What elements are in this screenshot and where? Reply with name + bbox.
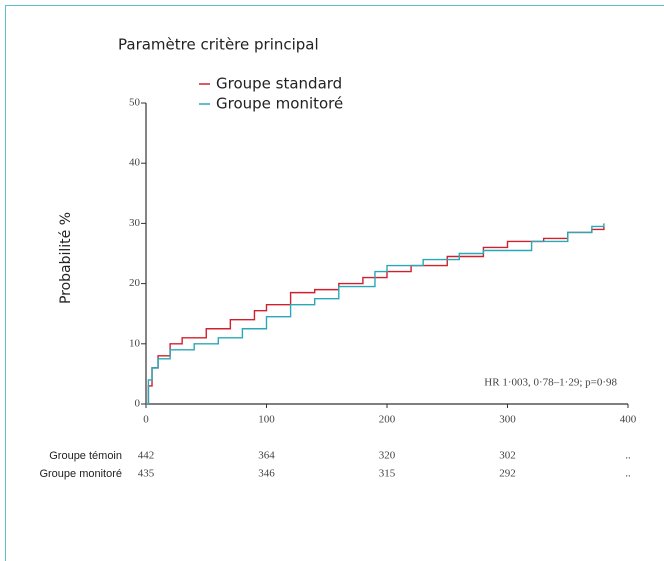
risk-value: 442 — [138, 450, 155, 462]
risk-value: 435 — [138, 468, 155, 480]
risk-value: 364 — [258, 450, 275, 462]
chart-title: Paramètre critère principal — [118, 36, 319, 54]
risk-value: .. — [625, 468, 631, 480]
annotation: HR 1·003, 0·78–1·29; p=0·98 — [484, 377, 617, 389]
x-tick-label: 200 — [379, 414, 396, 426]
y-tick-label: 0 — [135, 398, 141, 410]
x-tick-label: 100 — [258, 414, 275, 426]
risk-value: .. — [625, 450, 631, 462]
y-tick-label: 10 — [129, 337, 141, 349]
legend-label: Groupe monitoré — [216, 95, 343, 113]
y-tick-label: 40 — [129, 157, 141, 169]
y-tick-label: 50 — [129, 97, 141, 109]
risk-row-label: Groupe témoin — [49, 450, 122, 462]
y-tick-label: 30 — [129, 217, 141, 229]
risk-row-label: Groupe monitoré — [39, 468, 122, 480]
risk-value: 346 — [258, 468, 275, 480]
legend-label: Groupe standard — [216, 75, 342, 93]
risk-value: 315 — [379, 468, 396, 480]
x-tick-label: 400 — [620, 414, 637, 426]
y-axis-label: Probabilité % — [58, 212, 74, 304]
x-tick-label: 300 — [499, 414, 516, 426]
risk-value: 320 — [379, 450, 396, 462]
risk-value: 292 — [499, 468, 516, 480]
y-tick-label: 20 — [129, 277, 141, 289]
survival-curve — [146, 223, 605, 405]
risk-value: 302 — [499, 450, 516, 462]
x-tick-label: 0 — [143, 414, 149, 426]
